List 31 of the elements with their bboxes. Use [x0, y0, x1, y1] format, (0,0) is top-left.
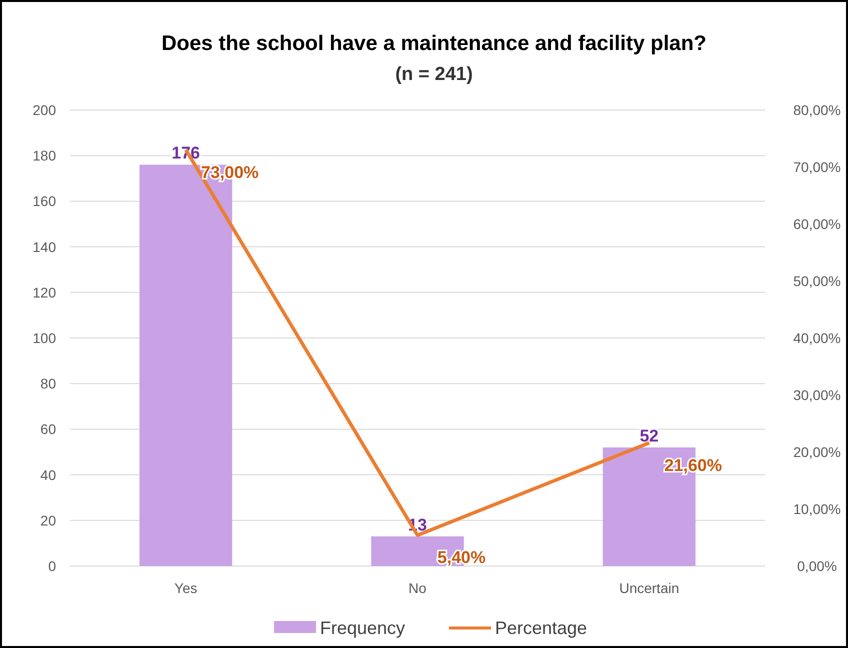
x-tick-label: No: [408, 580, 427, 596]
data-label: 5,40%: [437, 548, 486, 568]
y-tick-label: 80: [40, 376, 56, 392]
chart-subtitle: (n = 241): [395, 64, 473, 85]
y2-tick-label: 40,00%: [793, 330, 841, 346]
y-tick-label: 100: [32, 330, 56, 346]
y-tick-label: 120: [32, 284, 56, 300]
y2-tick-label: 30,00%: [793, 387, 841, 403]
data-label: 21,60%: [664, 456, 722, 475]
y-tick-label: 160: [32, 193, 56, 210]
data-label: 73,00%: [200, 162, 259, 182]
y2-tick-label: 70,00%: [793, 159, 841, 175]
y-tick-label: 200: [32, 102, 56, 118]
y-tick-label: 40: [40, 466, 56, 483]
y2-tick-label: 80,00%: [793, 102, 841, 118]
y-tick-label: 60: [40, 421, 56, 438]
y-tick-label: 140: [32, 238, 56, 255]
data-label: 52: [640, 426, 659, 446]
x-tick-label: Yes: [174, 580, 198, 596]
y-tick-label: 180: [32, 148, 56, 164]
y-tick-label: 0: [48, 558, 56, 574]
chart-title: Does the school have a maintenance and facility plan?: [162, 32, 706, 55]
y-tick-label: 20: [40, 512, 56, 528]
x-tick-label: Uncertain: [619, 580, 680, 596]
y2-tick-label: 20,00%: [793, 444, 841, 460]
y2-tick-label: 50,00%: [793, 273, 841, 289]
legend-label: Percentage: [495, 618, 588, 638]
y2-tick-label: 10,00%: [793, 501, 841, 517]
y2-tick-label: 60,00%: [793, 216, 841, 232]
y2-tick-label: 0,00%: [797, 558, 837, 574]
legend-label: Frequency: [320, 618, 406, 638]
